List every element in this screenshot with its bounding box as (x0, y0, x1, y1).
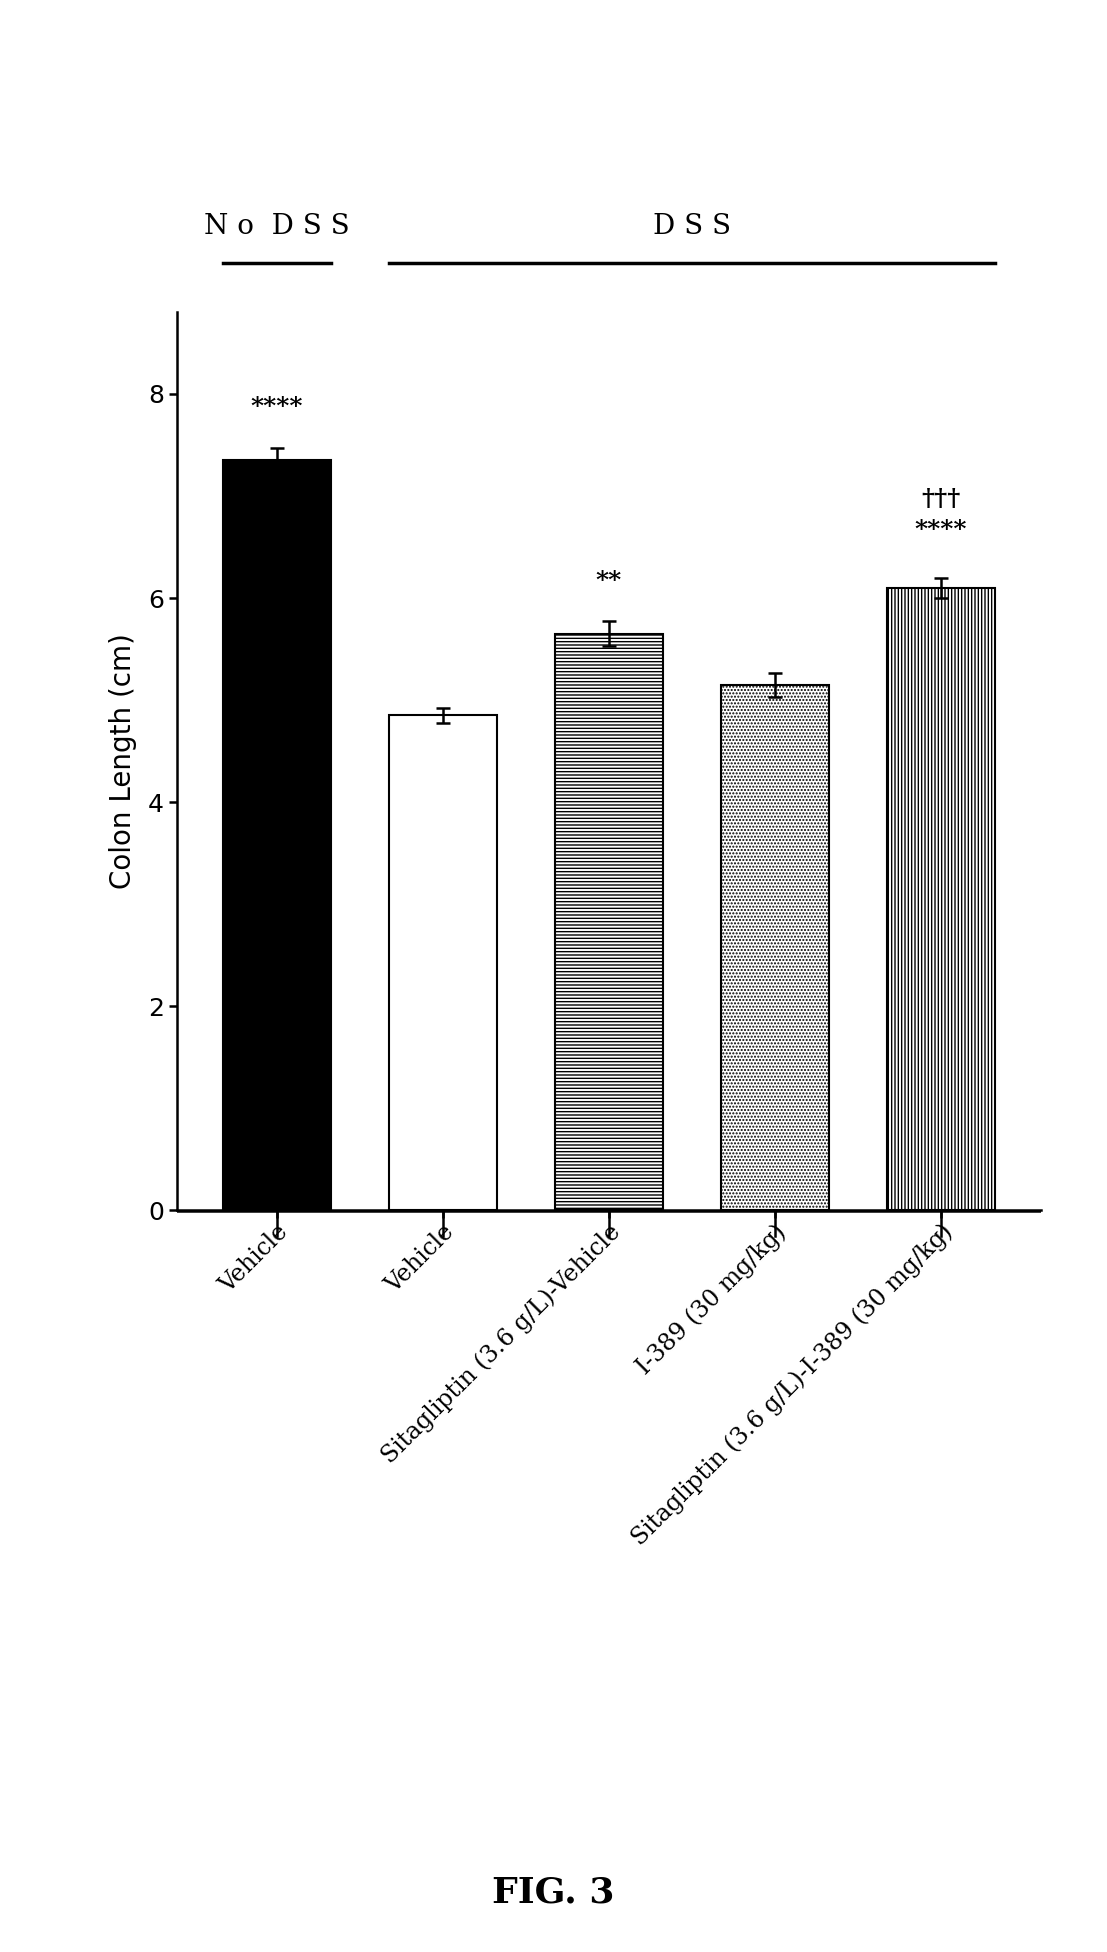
Bar (223, 461, 331, 1210)
Bar (555, 634, 663, 1210)
Text: ****: **** (250, 396, 303, 420)
Text: Vehicle: Vehicle (382, 1220, 459, 1298)
Text: †††: ††† (921, 488, 961, 511)
Text: N o  D S S: N o D S S (204, 213, 350, 240)
Y-axis label: Colon Length (cm): Colon Length (cm) (108, 632, 137, 890)
Text: ****: **** (914, 517, 968, 543)
Bar (721, 685, 829, 1210)
Text: D S S: D S S (653, 213, 731, 240)
Text: **: ** (596, 568, 622, 593)
Bar (887, 588, 995, 1210)
Text: Sitagliptin (3.6 g/L)-Vehicle: Sitagliptin (3.6 g/L)-Vehicle (377, 1220, 625, 1468)
Text: FIG. 3: FIG. 3 (493, 1876, 614, 1909)
Text: I-389 (30 mg/kg): I-389 (30 mg/kg) (633, 1220, 792, 1378)
Text: Sitagliptin (3.6 g/L)-I-389 (30 mg/kg): Sitagliptin (3.6 g/L)-I-389 (30 mg/kg) (628, 1220, 958, 1550)
Bar (389, 714, 497, 1210)
Text: Vehicle: Vehicle (216, 1220, 293, 1298)
